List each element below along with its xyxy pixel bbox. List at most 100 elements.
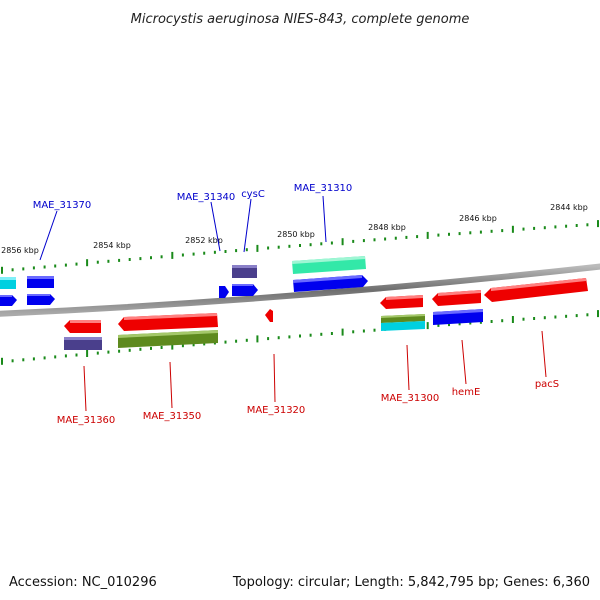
major-tick: [1, 357, 3, 365]
minor-tick: [458, 322, 461, 326]
minor-tick: [235, 249, 238, 253]
major-tick: [511, 225, 514, 233]
gene-arrow-mae31350[interactable]: [118, 313, 218, 331]
minor-tick: [373, 328, 376, 332]
minor-tick: [490, 229, 493, 233]
gene-block-mae31370-purple[interactable]: [27, 276, 54, 288]
minor-tick: [309, 333, 312, 337]
minor-tick: [96, 260, 99, 264]
genome-backbone: [0, 263, 600, 317]
minor-tick: [405, 235, 408, 239]
gene-label[interactable]: MAE_31300: [381, 393, 440, 404]
gene-block-mae31360-purple[interactable]: [64, 337, 102, 350]
gene-block-hemE-blue[interactable]: [433, 309, 483, 325]
gene-label[interactable]: MAE_31350: [143, 411, 202, 422]
minor-tick: [160, 346, 163, 349]
gene-arrow-edge[interactable]: [0, 295, 17, 306]
minor-tick: [554, 315, 557, 319]
minor-tick: [32, 357, 35, 361]
minor-tick: [320, 332, 323, 336]
reverse-genes: [64, 278, 588, 350]
minor-tick: [437, 233, 440, 237]
minor-tick: [362, 329, 365, 333]
gene-arrow-mae31320[interactable]: [265, 309, 273, 322]
gene-label[interactable]: MAE_31320: [247, 405, 306, 416]
major-tick: [1, 266, 3, 274]
minor-tick: [394, 236, 397, 240]
gene-arrow-hemE-red[interactable]: [432, 290, 481, 306]
minor-tick: [96, 351, 99, 355]
minor-tick: [522, 227, 525, 231]
minor-tick: [203, 342, 206, 346]
minor-tick: [150, 256, 152, 260]
gene-arrow-cysc[interactable]: [232, 284, 258, 296]
gene-arrow-pacS[interactable]: [484, 278, 588, 302]
minor-tick: [245, 248, 248, 252]
map-title: Microcystis aeruginosa NIES-843, complet…: [131, 12, 470, 27]
minor-tick: [501, 319, 504, 323]
gene-arrow-mae31360[interactable]: [64, 320, 101, 333]
minor-tick: [107, 350, 110, 354]
label-leaders: [39, 195, 547, 412]
minor-tick: [469, 321, 472, 325]
minor-tick: [181, 253, 184, 257]
major-tick: [341, 328, 344, 336]
gene-label[interactable]: cysC: [241, 189, 265, 200]
minor-tick: [522, 317, 525, 321]
tick-label: 2846 kbp: [459, 214, 497, 223]
tick-label: 2854 kbp: [93, 241, 131, 250]
minor-tick: [192, 343, 195, 347]
gene-block-mae31340-small[interactable]: [219, 286, 229, 298]
gene-block-cysc-purple[interactable]: [232, 265, 257, 278]
minor-tick: [139, 257, 142, 261]
minor-tick: [54, 355, 57, 359]
minor-tick: [128, 258, 131, 261]
gene-label[interactable]: pacS: [535, 379, 559, 390]
minor-tick: [160, 255, 163, 259]
major-tick: [256, 244, 259, 252]
gene-arrow-mae31300[interactable]: [380, 295, 423, 309]
major-tick: [597, 310, 599, 318]
tick-label: 2850 kbp: [277, 230, 315, 239]
position-scale: 2856 kbp 2854 kbp 2852 kbp 2850 kbp 2848…: [1, 203, 588, 255]
minor-tick: [64, 263, 67, 267]
minor-tick: [118, 349, 121, 353]
minor-tick: [267, 337, 270, 341]
gene-block-mae31300-cyan[interactable]: [381, 321, 425, 331]
gene-label[interactable]: hemE: [452, 387, 481, 398]
major-tick: [426, 322, 429, 330]
gene-block-mae31300-olive[interactable]: [381, 314, 425, 323]
genome-summary-text: Topology: circular; Length: 5,842,795 bp…: [232, 575, 590, 590]
minor-tick: [458, 232, 461, 236]
minor-tick: [352, 330, 355, 334]
gene-label[interactable]: MAE_31360: [57, 415, 116, 426]
minor-tick: [490, 320, 493, 323]
gene-label[interactable]: MAE_31370: [33, 200, 92, 211]
gene-block-cyan-edge[interactable]: [0, 277, 16, 289]
major-tick: [171, 251, 174, 259]
gene-block-mae31350-olive[interactable]: [118, 330, 218, 348]
major-tick: [341, 238, 344, 246]
minor-tick: [54, 264, 57, 268]
minor-tick: [277, 245, 280, 249]
minor-tick: [203, 251, 206, 255]
tick-label: 2856 kbp: [1, 246, 39, 255]
gene-block-mae31310-teal[interactable]: [292, 256, 366, 274]
major-tick: [86, 350, 89, 357]
minor-tick: [213, 250, 216, 254]
minor-tick: [330, 241, 333, 245]
minor-tick: [309, 243, 312, 247]
minor-tick: [118, 258, 121, 262]
minor-tick: [501, 229, 504, 233]
gene-arrow-mae31310[interactable]: [293, 275, 368, 292]
gene-label[interactable]: MAE_31340: [177, 192, 236, 203]
gene-arrow-mae31370[interactable]: [27, 294, 55, 305]
minor-tick: [437, 323, 440, 327]
minor-tick: [192, 252, 195, 256]
minor-tick: [565, 314, 568, 318]
minor-tick: [362, 239, 365, 243]
gene-label[interactable]: MAE_31310: [294, 183, 353, 194]
minor-tick: [22, 358, 25, 362]
minor-tick: [469, 231, 472, 235]
